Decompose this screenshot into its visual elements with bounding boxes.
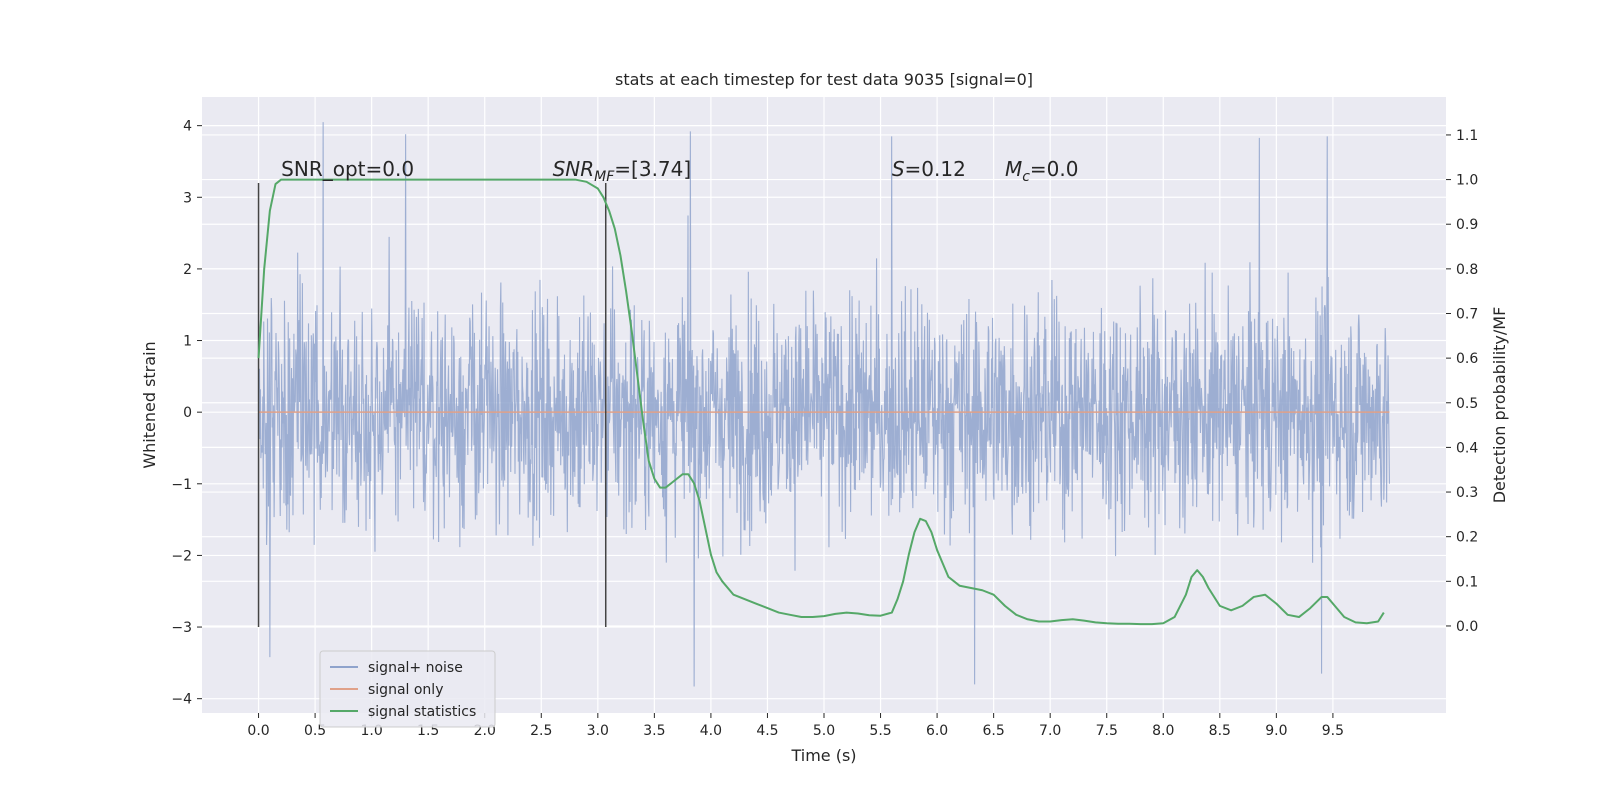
- y-right-tick-label: 0.8: [1456, 262, 1478, 278]
- x-axis-label: Time (s): [790, 746, 856, 765]
- y-axis-right-ticks: 0.0 0.1 0.2 0.3 0.4 0.5 0.6 0.7 0.8 0.9 1.0 1.1: [1446, 128, 1478, 635]
- x-axis-ticks: 0.0 0.5 1.0 1.5 2.0 2.5 3.0 3.5 4.0 4.5 5.0 5.5 6.0 6…: [247, 713, 1344, 739]
- y-left-tick-label: 1: [183, 334, 192, 350]
- x-tick-label: 6.5: [983, 723, 1005, 739]
- legend: signal+ noise signal only signal statistic…: [319, 650, 496, 728]
- x-tick-label: 8.5: [1209, 723, 1231, 739]
- x-tick-label: 5.0: [813, 723, 835, 739]
- legend-label: signal only: [368, 682, 443, 698]
- x-tick-label: 3.0: [587, 723, 609, 739]
- y-right-tick-label: 0.1: [1456, 574, 1478, 590]
- y-right-tick-label: 0.9: [1456, 217, 1478, 233]
- legend-label: signal statistics: [368, 704, 476, 720]
- x-tick-label: 0.0: [247, 723, 269, 739]
- legend-box: [319, 650, 496, 728]
- x-tick-label: 7.5: [1096, 723, 1118, 739]
- x-tick-label: 7.0: [1039, 723, 1061, 739]
- legend-label: signal+ noise: [368, 660, 463, 676]
- x-tick-label: 4.0: [700, 723, 722, 739]
- y-right-tick-label: 0.0: [1456, 619, 1478, 635]
- y-right-tick-label: 1.0: [1456, 173, 1478, 189]
- annotations: SNR_opt=0.0 SNRMF=[3.74] S=0.12 Mc=0.0: [281, 157, 1078, 185]
- y-left-tick-label: 3: [183, 190, 192, 206]
- x-tick-label: 3.5: [643, 723, 665, 739]
- y-left-tick-label: −2: [171, 548, 192, 564]
- x-tick-label: 6.0: [926, 723, 948, 739]
- y-axis-right-label: Detection probability/MF: [1490, 307, 1509, 504]
- y-right-tick-label: 1.1: [1456, 128, 1478, 144]
- y-left-tick-label: −1: [171, 477, 192, 493]
- y-right-tick-label: 0.6: [1456, 351, 1478, 367]
- y-left-tick-label: 0: [183, 405, 192, 421]
- x-tick-label: 9.0: [1265, 723, 1287, 739]
- x-tick-label: 9.5: [1322, 723, 1344, 739]
- annotation-label: S=0.12: [892, 157, 966, 181]
- x-tick-label: 0.5: [304, 723, 326, 739]
- y-axis-left-label: Whitened strain: [140, 341, 159, 468]
- chart-title: stats at each timestep for test data 903…: [615, 70, 1033, 89]
- y-left-tick-label: 4: [183, 119, 192, 135]
- x-tick-label: 2.5: [530, 723, 552, 739]
- x-tick-label: 8.0: [1152, 723, 1174, 739]
- y-axis-left-ticks: −4 −3 −2 −1 0 1 2 3 4: [171, 119, 202, 708]
- vertical-markers: [257, 182, 607, 628]
- annotation-label: SNRMF=[3.74]: [553, 157, 692, 185]
- x-tick-label: 4.5: [756, 723, 778, 739]
- y-right-tick-label: 0.7: [1456, 306, 1478, 322]
- y-left-tick-label: −3: [171, 620, 192, 636]
- annotation-label: SNR_opt=0.0: [281, 157, 414, 181]
- signal-statistics-line: [257, 178, 1385, 626]
- series-signal-statistics: [257, 178, 1385, 626]
- x-tick-label: 5.5: [869, 723, 891, 739]
- y-right-tick-label: 0.2: [1456, 530, 1478, 546]
- y-right-tick-label: 0.4: [1456, 440, 1478, 456]
- y-right-tick-label: 0.3: [1456, 485, 1478, 501]
- y-left-tick-label: 2: [183, 262, 192, 278]
- annotation-label: Mc=0.0: [1005, 157, 1079, 185]
- y-left-tick-label: −4: [171, 692, 192, 708]
- y-right-tick-label: 0.5: [1456, 396, 1478, 412]
